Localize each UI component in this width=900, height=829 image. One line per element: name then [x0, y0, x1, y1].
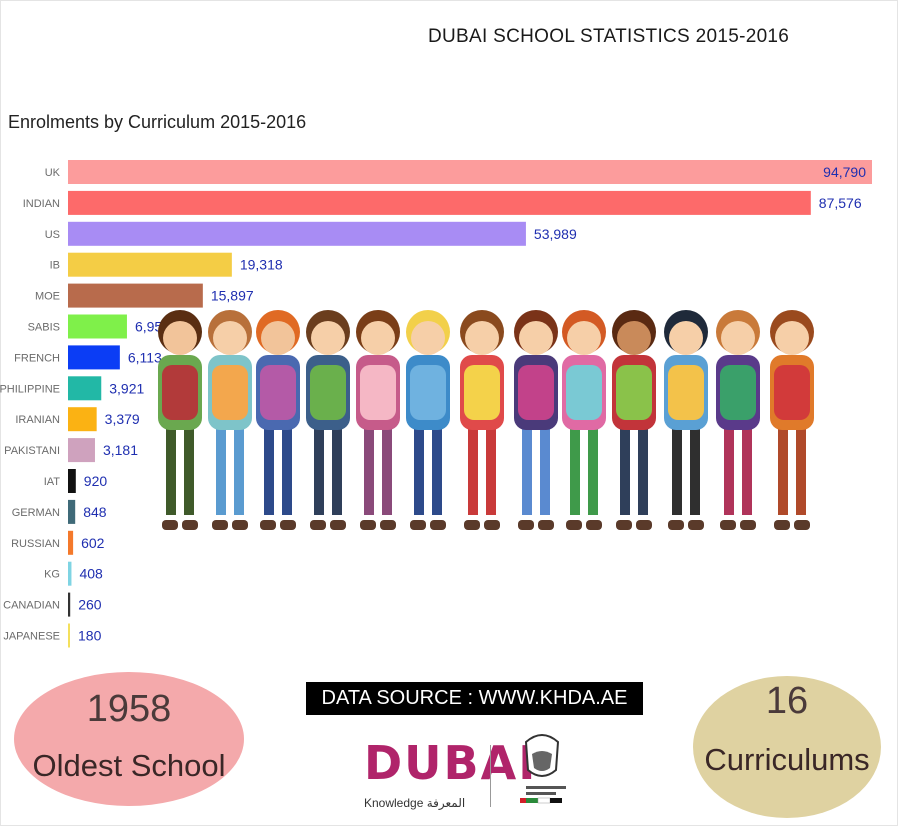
oldest-school-label: Oldest School [32, 748, 226, 783]
bar-iat [68, 469, 76, 493]
bar-pakistani [68, 438, 95, 463]
data-source-banner: DATA SOURCE : WWW.KHDA.AE [306, 682, 643, 715]
bar-us [68, 221, 526, 246]
dubai-logo-subtitle: Knowledge المعرفة [364, 796, 466, 810]
category-label-iat: IAT [44, 476, 61, 488]
category-label-iranian: IRANIAN [15, 414, 60, 426]
children-illustration [158, 310, 814, 530]
bar-uk [68, 160, 872, 184]
enrolment-bar-chart: UK 94,790 INDIAN 87,576 US 53,989 IB 19,318 MOE 1… [0, 160, 872, 648]
category-label-philippine: PHILIPPINE [0, 383, 60, 395]
page-title: DUBAI SCHOOL STATISTICS 2015-2016 [428, 26, 790, 47]
bar-french [68, 345, 120, 370]
child-figure [612, 310, 656, 530]
bar-iranian [68, 407, 97, 432]
value-label-uk: 94,790 [823, 164, 866, 180]
category-label-german: GERMAN [12, 507, 60, 519]
value-label-ib: 19,318 [240, 257, 283, 273]
bar-japanese [68, 623, 70, 648]
category-label-canadian: CANADIAN [3, 600, 60, 612]
value-label-moe: 15,897 [211, 288, 254, 304]
oldest-school-badge: 1958 Oldest School [14, 672, 244, 806]
bar-philippine [68, 376, 102, 401]
bar-ib [68, 252, 232, 277]
child-figure [770, 310, 814, 530]
child-figure [208, 310, 252, 530]
category-label-kg: KG [44, 569, 60, 581]
child-figure [562, 310, 606, 530]
category-label-pakistani: PAKISTANI [4, 445, 60, 457]
bar-kg [68, 561, 72, 586]
value-label-philippine: 3,921 [109, 380, 144, 396]
bar-moe [68, 283, 203, 308]
value-label-french: 6,113 [128, 349, 162, 365]
category-label-sabis: SABIS [28, 322, 60, 334]
value-label-kg: 408 [79, 566, 103, 582]
category-label-us: US [45, 229, 60, 241]
child-figure [460, 310, 504, 530]
child-figure [514, 310, 558, 530]
ruler-portrait-emblem [520, 734, 566, 804]
bar-german [68, 499, 76, 524]
category-label-moe: MOE [35, 291, 60, 303]
child-figure [356, 310, 400, 530]
chart-title: Enrolments by Curriculum 2015-2016 [8, 112, 307, 132]
bar-russian [68, 530, 74, 555]
value-label-russian: 602 [81, 535, 105, 551]
curriculums-count: 16 [765, 680, 809, 722]
category-label-french: FRENCH [14, 352, 60, 364]
bar-canadian [68, 592, 71, 617]
dubai-logo-word: DUBAI [364, 736, 538, 790]
logo-divider [490, 745, 491, 807]
category-label-ib: IB [50, 260, 60, 272]
value-label-iat: 920 [84, 473, 108, 489]
child-figure [158, 310, 202, 530]
child-figure [406, 310, 450, 530]
value-label-japanese: 180 [78, 628, 102, 644]
value-label-canadian: 260 [78, 597, 102, 613]
child-figure [256, 310, 300, 530]
child-figure [716, 310, 760, 530]
bar-sabis [68, 314, 127, 339]
child-figure [664, 310, 708, 530]
curriculums-label: Curriculums [704, 742, 870, 777]
dubai-knowledge-logo: DUBAI Knowledge المعرفة [364, 736, 535, 812]
value-label-german: 848 [83, 504, 107, 520]
category-label-indian: INDIAN [23, 198, 60, 210]
category-label-russian: RUSSIAN [11, 538, 60, 550]
bar-indian [68, 190, 811, 215]
value-label-us: 53,989 [534, 226, 577, 242]
category-label-uk: UK [45, 167, 61, 179]
value-label-indian: 87,576 [819, 195, 862, 211]
value-label-pakistani: 3,181 [103, 442, 138, 458]
oldest-school-year: 1958 [86, 688, 172, 730]
value-label-iranian: 3,379 [105, 411, 140, 427]
child-figure [306, 310, 350, 530]
category-label-japanese: JAPANESE [3, 631, 60, 643]
curriculums-badge: 16 Curriculums [693, 676, 881, 818]
